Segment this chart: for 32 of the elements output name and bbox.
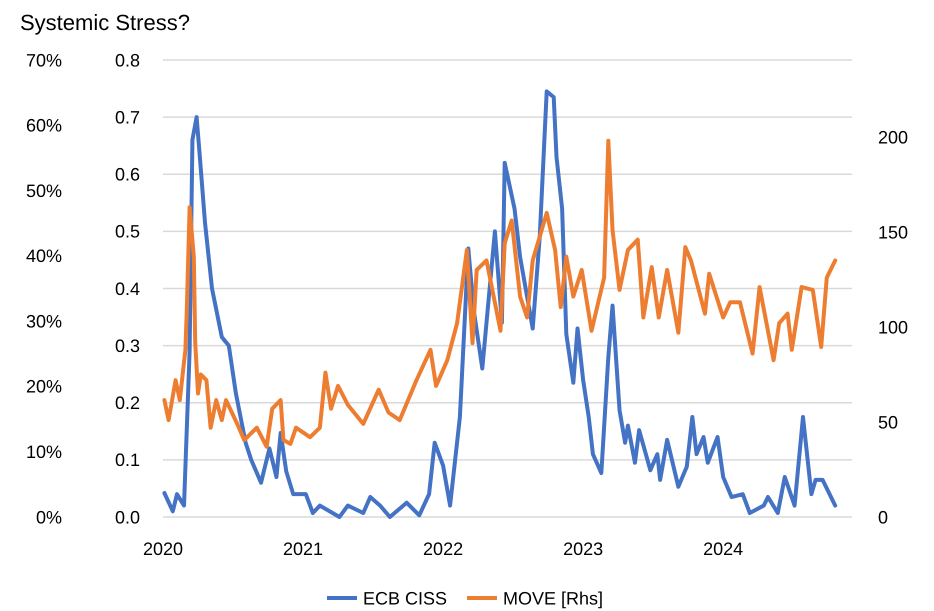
line-series (162, 89, 838, 519)
x-tick-label: 2023 (563, 539, 604, 559)
y3-tick-label: 30% (26, 311, 62, 332)
y3-tick-label: 60% (26, 116, 62, 136)
chart-title: Systemic Stress? (20, 10, 190, 35)
y3-tick-label: 0% (36, 507, 62, 528)
y-tick-label: 0.5 (114, 222, 140, 242)
y3-tick-label: 40% (26, 246, 62, 266)
y-tick-label: 0.6 (114, 164, 140, 185)
y2-tick-label: 100 (878, 317, 908, 338)
legend-label: ECB CISS (363, 588, 448, 608)
y3-tick-label: 20% (26, 376, 62, 397)
y2-tick-label: 150 (878, 222, 908, 242)
x-tick-label: 2021 (283, 539, 324, 559)
y3-tick-label: 50% (26, 180, 62, 201)
x-tick-label: 2020 (142, 539, 184, 559)
y-tick-label: 0.2 (114, 393, 140, 414)
y-tick-label: 0.4 (114, 278, 140, 299)
y3-tick-label: 10% (26, 442, 62, 462)
y-tick-label: 0.0 (114, 507, 140, 528)
x-tick-label: 2024 (703, 539, 744, 559)
y-tick-label: 0.7 (114, 107, 140, 128)
line-series (162, 138, 838, 449)
y-tick-label: 0.8 (114, 50, 140, 70)
y2-tick-label: 50 (878, 412, 898, 432)
y-tick-label: 0.1 (114, 450, 140, 470)
y-tick-label: 0.3 (114, 336, 140, 356)
y3-tick-label: 70% (26, 50, 62, 70)
y2-tick-label: 0 (878, 507, 888, 528)
legend-label: MOVE [Rhs] (503, 588, 604, 608)
y2-tick-label: 200 (878, 127, 908, 148)
x-tick-label: 2022 (423, 539, 464, 559)
